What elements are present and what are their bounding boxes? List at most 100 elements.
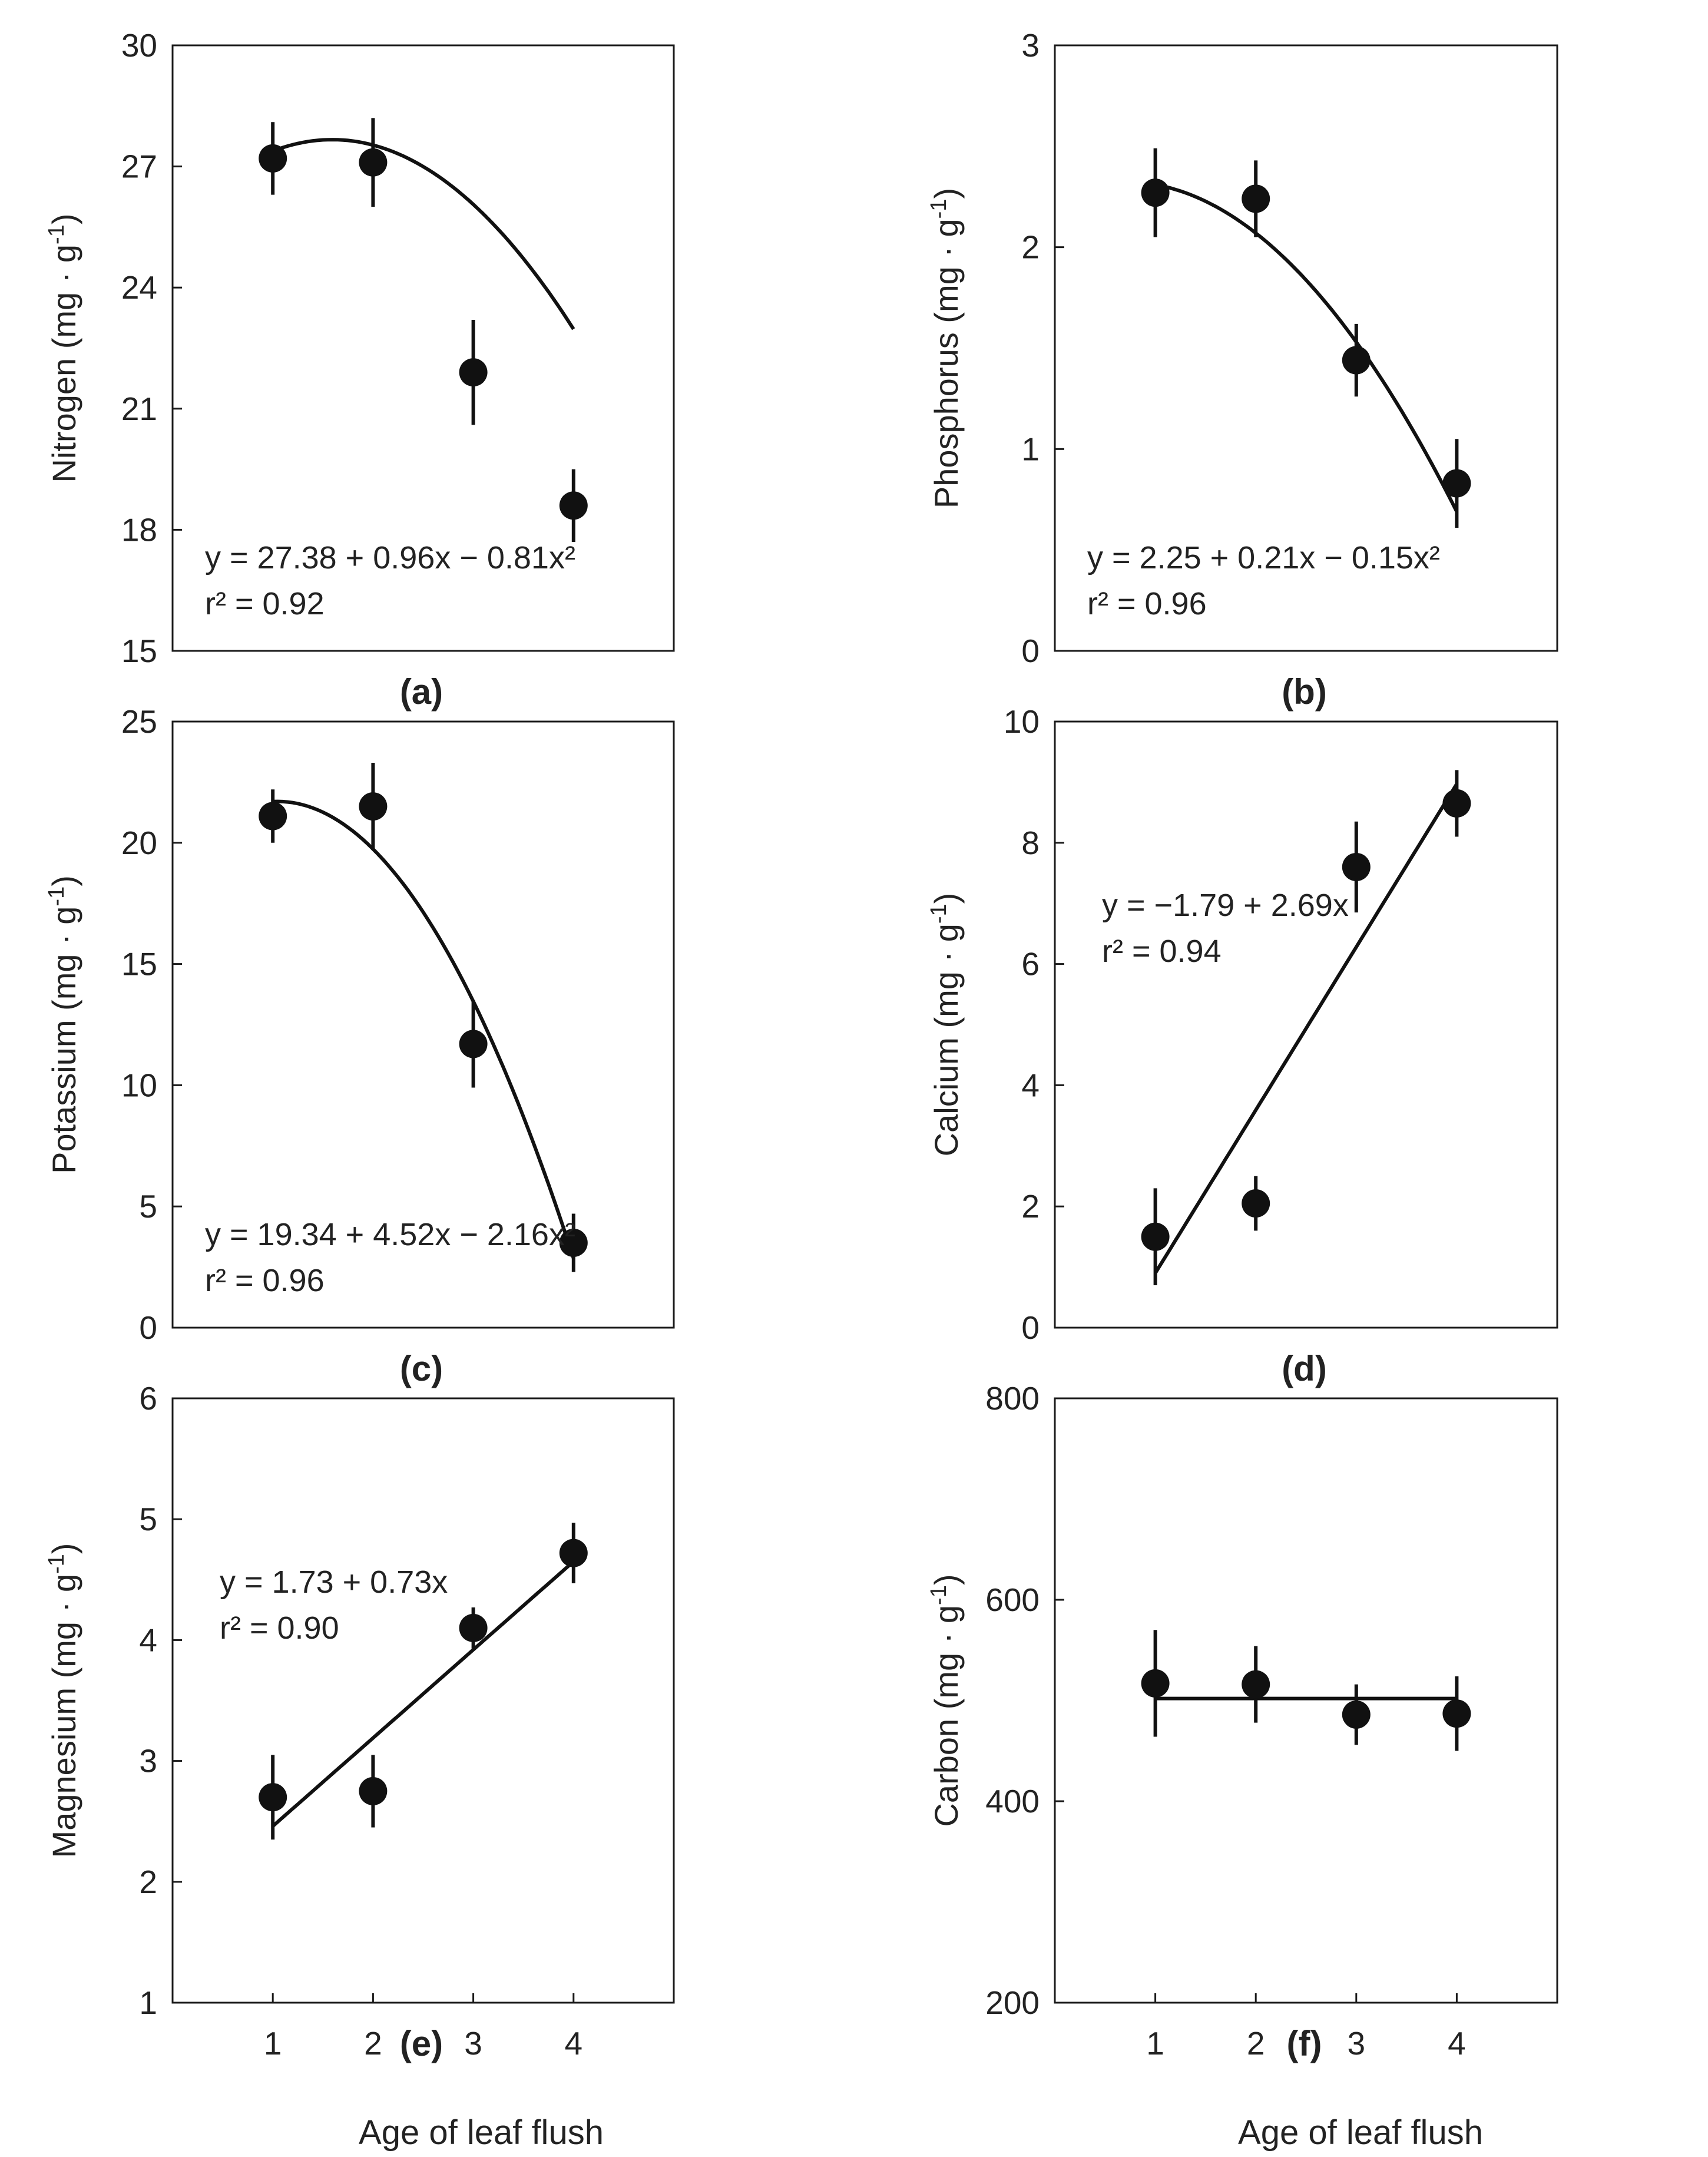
fit-r-squared: r² = 0.94 [1102, 934, 1222, 969]
fit-equation: y = 19.34 + 4.52x − 2.16x² [205, 1217, 575, 1252]
x-tick-label: 1 [1146, 2025, 1164, 2062]
fit-r-squared: r² = 0.96 [205, 1263, 325, 1298]
x-tick-label: 3 [464, 2025, 482, 2062]
y-tick-label: 15 [121, 946, 157, 982]
data-point [559, 1539, 588, 1567]
y-tick-label: 18 [121, 511, 157, 548]
data-point [459, 358, 488, 387]
y-axis-label-exponent: -1 [926, 1585, 951, 1605]
y-axis-label-close: ) [928, 188, 965, 199]
y-axis-label-close: ) [928, 893, 965, 904]
y-axis-label: Calcium (mg · g-1) [926, 893, 965, 1157]
y-axis-label-exponent: -1 [44, 224, 69, 244]
y-tick-label: 2 [1021, 1188, 1040, 1225]
panel-d: 0 2 4 6 8 10 Calcium (mg · g-1) y = −1.79 + 2.6… [926, 703, 1558, 1388]
y-tick-label: 4 [139, 1622, 157, 1658]
y-tick-label: 2 [139, 1864, 157, 1900]
x-axis-title-right: Age of leaf flush [1238, 2113, 1483, 2152]
panel-letter: (b) [1282, 672, 1327, 712]
y-tick-label: 5 [139, 1188, 157, 1225]
x-tick-label: 2 [364, 2025, 382, 2062]
y-axis-label-name: Calcium (mg · g [928, 924, 965, 1156]
fit-curve [1154, 783, 1458, 1274]
y-axis-label-close: ) [45, 213, 82, 224]
y-tick-label: 15 [121, 633, 157, 669]
data-point [1342, 346, 1371, 375]
y-tick-label: 0 [139, 1309, 157, 1346]
y-axis-label-name: Nitrogen (mg · g [45, 244, 82, 483]
y-tick-label: 20 [121, 825, 157, 861]
panel-letter: (d) [1282, 1349, 1327, 1388]
y-axis-label-exponent: -1 [44, 1554, 69, 1574]
y-tick-label: 1 [1021, 431, 1040, 467]
y-axis-label-exponent: -1 [926, 199, 951, 219]
x-tick-label: 3 [1348, 2025, 1366, 2062]
y-axis-label-name: Magnesium (mg · g [45, 1574, 82, 1858]
data-point [359, 148, 388, 177]
y-tick-label: 5 [139, 1501, 157, 1537]
y-tick-label: 0 [1021, 1309, 1040, 1346]
data-point [359, 792, 388, 821]
fit-curve [272, 138, 575, 330]
data-point [559, 1228, 588, 1257]
y-axis-label-close: ) [928, 1574, 965, 1585]
y-tick-label: 30 [121, 27, 157, 64]
y-axis-label-name: Carbon (mg · g [928, 1605, 965, 1827]
plot-frame [1054, 44, 1558, 652]
data-point [1342, 1700, 1371, 1729]
y-tick-label: 25 [121, 703, 157, 740]
y-axis-label-exponent: -1 [926, 904, 951, 924]
panel-letter: (c) [400, 1349, 443, 1388]
data-point [1442, 789, 1471, 818]
y-tick-label: 0 [1021, 633, 1040, 669]
data-point [259, 144, 287, 173]
fit-curve [272, 1560, 575, 1828]
y-tick-label: 800 [985, 1380, 1040, 1417]
y-tick-label: 21 [121, 391, 157, 427]
y-tick-label: 8 [1021, 825, 1040, 861]
x-tick-label: 1 [264, 2025, 282, 2062]
y-tick-label: 6 [139, 1380, 157, 1417]
y-axis-label: Nitrogen (mg · g-1) [44, 213, 82, 482]
y-tick-label: 27 [121, 148, 157, 185]
y-tick-label: 6 [1021, 946, 1040, 982]
data-point [459, 1613, 488, 1642]
y-tick-label: 3 [1021, 27, 1040, 64]
data-point [259, 802, 287, 831]
y-tick-label: 200 [985, 1984, 1040, 2021]
fit-equation: y = 27.38 + 0.96x − 0.81x² [205, 540, 575, 575]
data-point [559, 491, 588, 520]
data-point [459, 1030, 488, 1058]
y-tick-label: 400 [985, 1783, 1040, 1819]
y-tick-label: 24 [121, 269, 157, 306]
fit-r-squared: r² = 0.90 [220, 1610, 339, 1646]
data-point [1242, 184, 1270, 213]
y-tick-label: 4 [1021, 1067, 1040, 1103]
panel-letter: (a) [400, 672, 443, 712]
y-tick-label: 3 [139, 1743, 157, 1779]
y-axis-label-close: ) [45, 875, 82, 886]
panel-letter: (e) [400, 2024, 443, 2063]
plot-frame [171, 1397, 675, 2004]
data-point [1141, 1669, 1170, 1698]
plot-frame [1054, 720, 1558, 1329]
x-axis-title-left: Age of leaf flush [359, 2113, 604, 2152]
y-axis-label-name: Potassium (mg · g [45, 907, 82, 1174]
panel-c: 0 5 10 15 20 25 Potassium (mg · g-1) y = 19.34 … [44, 703, 675, 1388]
data-point [1141, 1222, 1170, 1251]
y-axis-label-exponent: -1 [44, 886, 69, 907]
fit-equation: y = −1.79 + 2.69x [1102, 888, 1349, 923]
fit-r-squared: r² = 0.92 [205, 586, 325, 621]
plot-frame [171, 44, 675, 652]
plot-frame [1054, 1397, 1558, 2004]
panel-a: 15 18 21 24 27 30 Nitrogen (mg · g-1) y = 27.38… [44, 27, 675, 712]
plot-frame [171, 720, 675, 1329]
data-point [1242, 1189, 1270, 1218]
y-axis-label-name: Phosphorus (mg · g [928, 219, 965, 508]
data-point [1442, 1699, 1471, 1728]
y-axis-label: Potassium (mg · g-1) [44, 875, 82, 1174]
fit-equation: y = 2.25 + 0.21x − 0.15x² [1087, 540, 1440, 575]
data-point [359, 1776, 388, 1805]
panel-e: 1 2 3 4 5 6 1 2 3 4 Magnesium (mg · g-1) y = 1.73 +… [44, 1380, 675, 2063]
